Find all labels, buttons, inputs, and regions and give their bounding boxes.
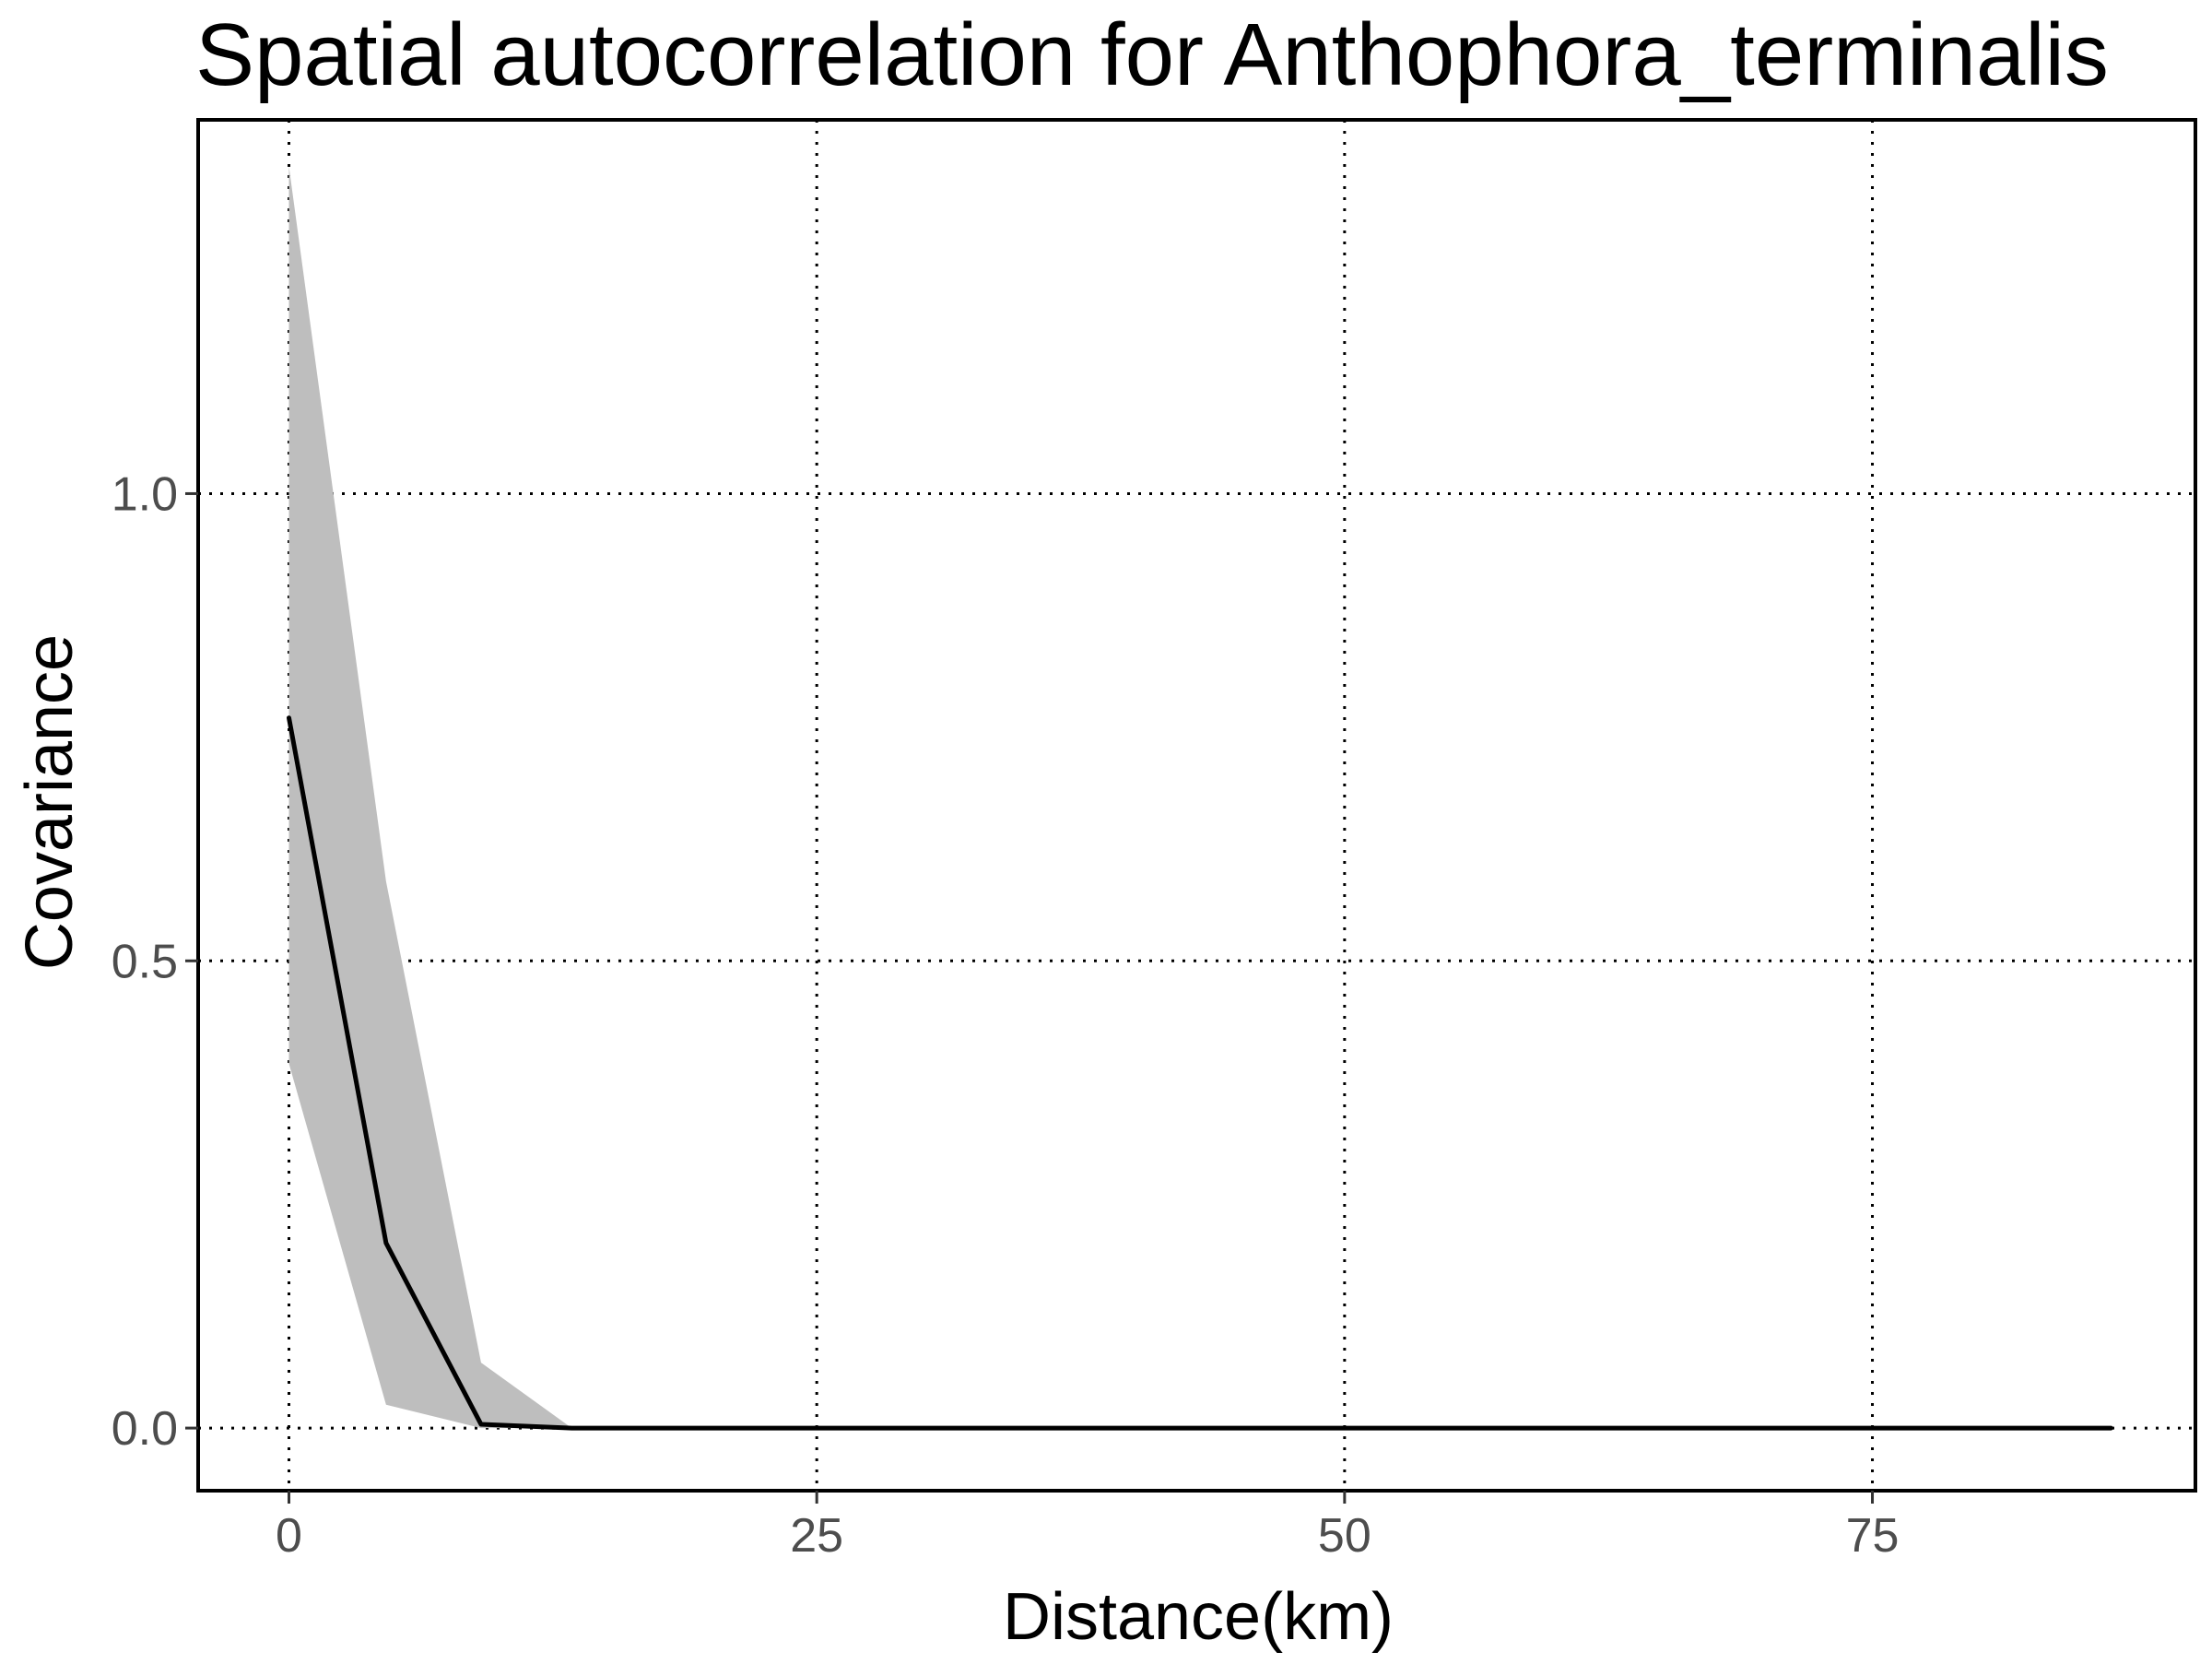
y-tick-label-2: 1.0 xyxy=(112,467,178,521)
x-tick-label-1: 25 xyxy=(790,1509,843,1563)
y-axis-title: Covariance xyxy=(13,634,87,970)
y-tick-label-1: 0.5 xyxy=(112,935,178,988)
covariance-line-0 xyxy=(287,715,2113,1431)
x-tick-label-0: 0 xyxy=(276,1509,302,1563)
x-axis-title: Distance(km) xyxy=(1003,1580,1394,1654)
x-tick-label-3: 75 xyxy=(1846,1509,1900,1563)
plot-area: 0 25 50 75 0.0 0.5 1.0 xyxy=(112,118,2197,1563)
chart-title: Spatial autocorrelation for Anthophora_t… xyxy=(195,6,2109,104)
y-tick-label-0: 0.0 xyxy=(112,1402,178,1456)
x-tick-label-2: 50 xyxy=(1318,1509,1371,1563)
panel-border xyxy=(196,118,2197,1493)
